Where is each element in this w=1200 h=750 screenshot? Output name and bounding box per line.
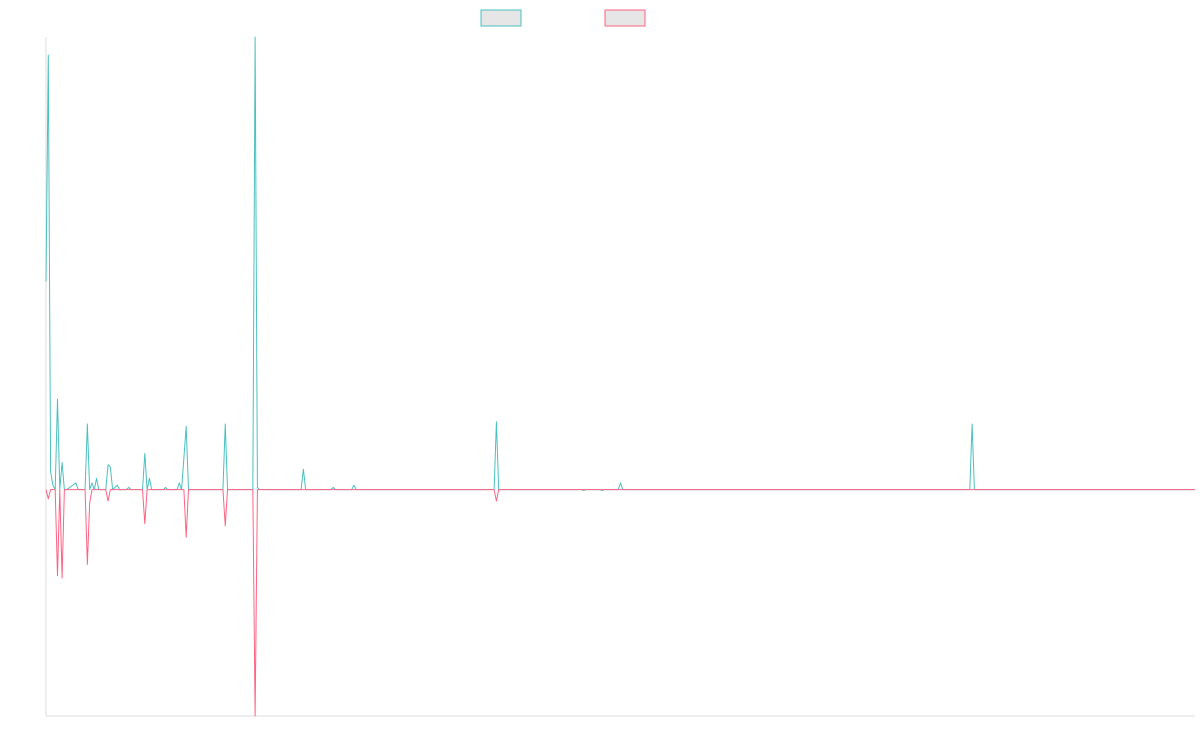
legend-swatch-series-2[interactable]	[604, 9, 646, 27]
plot-area	[45, 36, 1195, 717]
axes	[45, 37, 1195, 717]
series-line-2	[45, 489, 1195, 717]
legend[interactable]	[480, 9, 646, 27]
series-line-1	[45, 36, 1195, 492]
legend-swatch-series-1[interactable]	[480, 9, 522, 27]
